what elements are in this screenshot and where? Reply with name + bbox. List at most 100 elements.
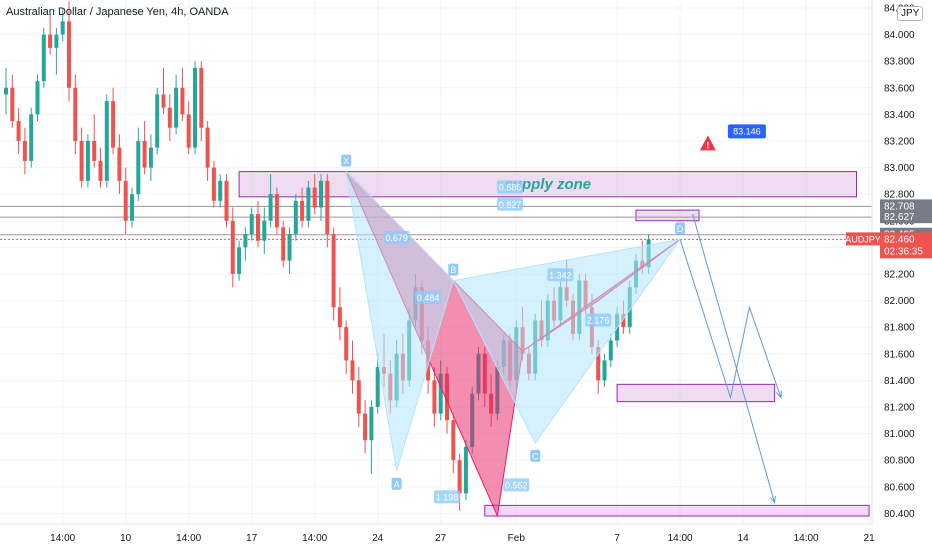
ratio-badge (547, 268, 574, 282)
candle-body (85, 140, 90, 181)
candle-body (123, 180, 128, 221)
candle-body (621, 313, 626, 328)
y-tick-label: 83.800 (884, 57, 915, 68)
candle-body (205, 127, 210, 168)
ratio-label: 0.484 (417, 293, 440, 303)
price-alert[interactable]: ! 83.146 (699, 124, 766, 151)
projection-arrows (679, 213, 782, 504)
candle-body (287, 234, 292, 261)
pattern-labels: X A B C D 0.886 0.827 0.679 0.484 1.342 2.176 0.552… (341, 154, 686, 504)
y-tick-label: 83.000 (884, 163, 915, 174)
zone-d-zone (635, 209, 700, 222)
candle-body (369, 406, 374, 441)
x-tick-label: 10 (120, 533, 132, 544)
level-label: 82.627 (884, 212, 915, 223)
projection-path-1 (679, 239, 782, 400)
level-badge (880, 199, 932, 213)
candle-body (249, 214, 254, 235)
candle-body (268, 194, 273, 221)
candle-body (243, 234, 248, 248)
candle-body (180, 87, 185, 115)
point-label: C (532, 451, 539, 461)
level-label: 82.708 (884, 201, 915, 212)
x-tick-label: 14:00 (176, 533, 201, 544)
point-badge (675, 222, 686, 235)
candle-body (22, 140, 27, 161)
candle-body (331, 234, 336, 308)
ratio-label: 1.342 (549, 270, 572, 280)
candle-body (262, 220, 267, 241)
candle-body (161, 94, 166, 108)
candle-body (274, 194, 279, 228)
candle-body (218, 180, 223, 201)
level-lines (0, 205, 872, 240)
candle-body (54, 34, 59, 48)
x-tick-label: 14:00 (50, 533, 75, 544)
candle-body (73, 87, 78, 141)
candle-body (319, 180, 323, 208)
pattern-light-bcd (452, 238, 682, 444)
currency-badge[interactable]: JPY (897, 6, 924, 21)
candle-body (325, 180, 330, 235)
candle-body (293, 200, 298, 235)
candle-body (29, 114, 34, 161)
y-tick-label: 83.600 (884, 83, 915, 94)
zone-target-zone-2 (484, 504, 870, 517)
y-tick-label: 82.800 (884, 190, 915, 201)
y-tick-label: 84.000 (884, 30, 915, 41)
x-tick-label: 7 (614, 533, 620, 544)
point-label: X (343, 156, 349, 166)
warning-icon (699, 135, 716, 151)
candle-body (186, 114, 191, 148)
supply-zone-label: supply zone (504, 176, 591, 193)
ratio-label: 2.176 (587, 316, 610, 326)
candle-body (375, 367, 380, 407)
candle-body (350, 360, 355, 381)
x-tick-label: 14:00 (668, 533, 693, 544)
candle-body (35, 81, 40, 115)
candle-body (608, 340, 613, 361)
y-tick-label: 83.400 (884, 110, 915, 121)
y-tick-label: 80.600 (884, 482, 915, 493)
ratio-label: 1.198 (436, 492, 459, 502)
candle-body (237, 247, 242, 274)
candle-body (199, 67, 204, 128)
plot-area[interactable] (0, 0, 872, 524)
candle-body (457, 460, 462, 494)
candle-body (142, 140, 147, 168)
candle-body (193, 67, 197, 148)
y-tick-label: 81.800 (884, 323, 915, 334)
x-tick-label: 14:00 (302, 533, 327, 544)
candle-body (98, 160, 103, 181)
ratio-label: 0.552 (505, 480, 528, 490)
y-tick-label: 81.400 (884, 376, 915, 387)
y-tick-label: 82.000 (884, 296, 915, 307)
candle-body (174, 87, 179, 128)
candle-body (344, 327, 349, 361)
candle-body (10, 87, 15, 122)
y-tick-label: 81.200 (884, 402, 915, 413)
ratio-label: 0.886 (499, 183, 522, 193)
point-label: B (450, 265, 456, 275)
candle-body (48, 34, 53, 48)
zone-supply-zone (238, 171, 858, 198)
candle-body (337, 307, 342, 328)
candle-body (363, 413, 368, 441)
price-axis[interactable]: 80.400 80.600 80.800 81.000 81.200 81.400 81.6… (884, 3, 915, 519)
y-tick-label: 80.800 (884, 456, 915, 467)
ratio-badge (585, 313, 612, 327)
candle-body (224, 180, 229, 221)
time-axis[interactable]: 14:00 10 14:00 17 14:00 24 27 Feb 7 14:00 14 14:00 2… (50, 533, 875, 544)
candle-body (79, 140, 84, 181)
candle-body (211, 167, 216, 201)
countdown-label: 02:36:35 (884, 246, 923, 257)
y-tick-label: 81.000 (884, 429, 915, 440)
candle-body (167, 107, 172, 128)
candle-body (306, 187, 311, 221)
candle-body (155, 94, 160, 148)
y-tick-label: 82.200 (884, 269, 915, 280)
candle-body (312, 187, 317, 208)
x-tick-label: 21 (864, 533, 876, 544)
x-tick-label: 14:00 (794, 533, 819, 544)
